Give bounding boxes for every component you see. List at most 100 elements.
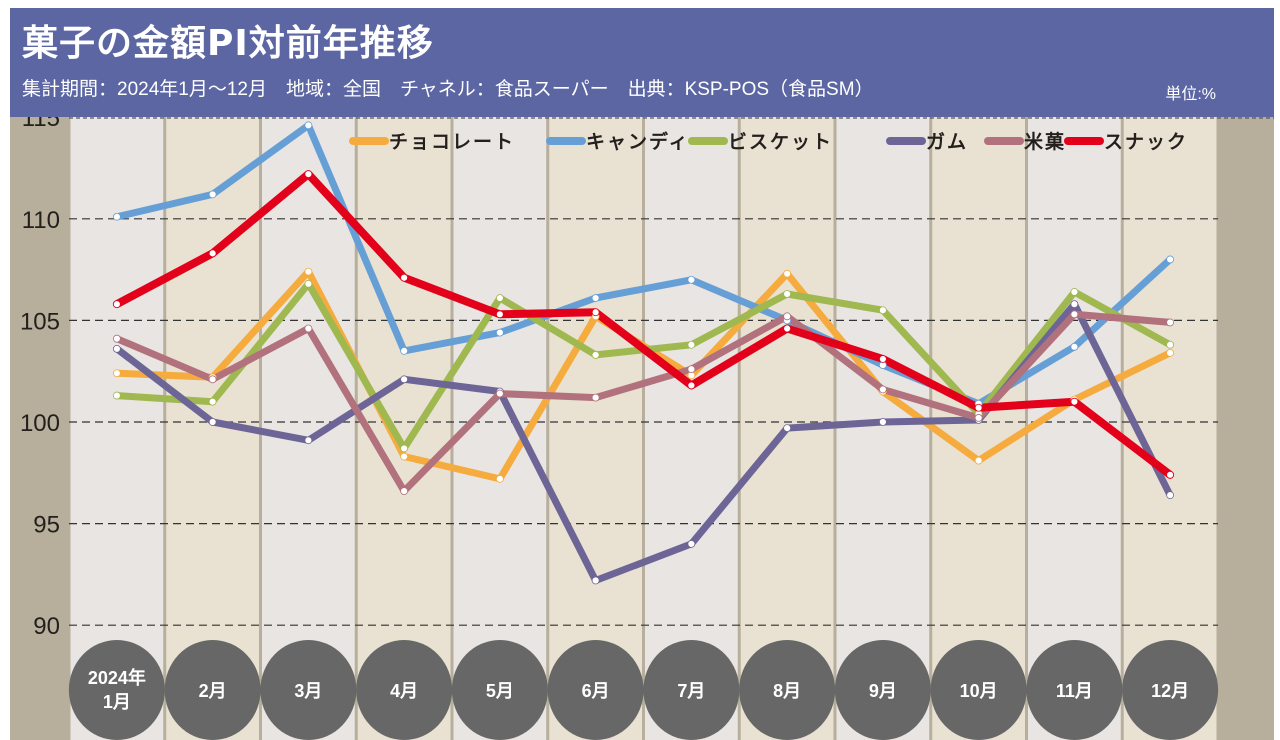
month-label: 7月: [677, 681, 705, 701]
data-point: [591, 308, 600, 317]
data-point: [1166, 255, 1175, 264]
data-point: [591, 576, 600, 585]
series-line: [112, 170, 1175, 479]
month-label: 11月: [1056, 681, 1093, 701]
month-circle: [356, 640, 453, 740]
data-point: [783, 312, 792, 321]
data-point: [495, 389, 504, 398]
data-point: [1070, 300, 1079, 309]
data-point: [1166, 470, 1175, 479]
data-point: [974, 414, 983, 422]
data-point: [400, 375, 409, 384]
data-point: [304, 121, 313, 130]
month-column: [70, 117, 164, 740]
data-point: [495, 294, 504, 302]
month-label: 1月: [103, 692, 131, 712]
gridlines: [69, 117, 1274, 626]
chart-title: 菓子の金額PI対前年推移: [22, 23, 434, 64]
y-tick-label: 90: [33, 613, 60, 640]
data-point: [304, 436, 313, 445]
month-label: 12月: [1151, 681, 1189, 701]
data-point: [1070, 397, 1079, 406]
month-column: [932, 117, 1025, 740]
month-circle: [260, 640, 357, 740]
month-label: 6月: [582, 681, 610, 701]
series-points: [112, 121, 1175, 585]
data-point: [208, 397, 217, 406]
data-point: [112, 391, 121, 400]
month-label: 8月: [773, 681, 801, 701]
y-tick-label: 95: [33, 512, 60, 539]
chart-subtitle: 集計期間：2024年1月～12月 地域：全国 チャネル：食品スーパー 出典：KS…: [22, 79, 874, 100]
data-point: [878, 418, 887, 426]
month-label: 9月: [869, 681, 897, 701]
data-point: [304, 267, 313, 276]
data-point: [208, 249, 217, 258]
data-point: [591, 351, 600, 359]
data-point: [1070, 342, 1079, 351]
data-point: [400, 452, 409, 461]
month-columns: [70, 117, 1217, 740]
data-point: [1070, 288, 1079, 296]
data-point: [112, 369, 121, 378]
legend-label: ビスケット: [728, 131, 833, 153]
month-label: 2月: [199, 681, 227, 701]
month-column: [645, 117, 738, 740]
data-point: [591, 294, 600, 302]
month-circle: [164, 640, 261, 740]
month-circle: [1122, 640, 1219, 740]
data-point: [1166, 340, 1175, 349]
data-point: [974, 456, 983, 465]
unit-label: 単位:%: [1165, 86, 1216, 103]
data-point: [400, 487, 409, 495]
data-point: [495, 328, 504, 337]
series-line: [113, 310, 1174, 495]
month-circle: [739, 640, 836, 740]
data-point: [974, 403, 983, 412]
data-point: [687, 540, 696, 548]
month-labels: 2024年 1月 2月 3月 4月 5月 6月 7月 8月 9月 10月 11月 12月: [68, 640, 1219, 740]
data-point: [304, 170, 313, 178]
data-point: [783, 290, 792, 298]
data-point: [112, 212, 121, 221]
month-label: 3月: [294, 681, 322, 701]
month-circle: [547, 640, 644, 740]
data-point: [687, 340, 696, 349]
data-point: [400, 346, 409, 355]
legend-label: スナック: [1104, 131, 1188, 153]
data-point: [304, 324, 313, 333]
data-point: [112, 300, 121, 309]
data-point: [687, 275, 696, 284]
data-point: [591, 393, 600, 402]
month-column: [262, 117, 355, 740]
data-point: [112, 344, 121, 353]
month-column: [357, 117, 451, 740]
series-lines: [112, 121, 1175, 584]
data-point: [783, 324, 792, 333]
month-column: [836, 117, 930, 740]
legend: チョコレート キャンディ ビスケット ガム 米菓 スナック: [349, 130, 1188, 153]
month-circle: [1026, 640, 1123, 740]
legend-label: キャンディ: [586, 130, 690, 153]
month-circle: [643, 640, 740, 740]
y-tick-label: 100: [20, 410, 60, 437]
data-point: [1166, 349, 1175, 357]
data-point: [878, 355, 887, 363]
data-point: [687, 365, 696, 374]
legend-label: チョコレート: [389, 131, 515, 153]
month-circle: [68, 640, 165, 740]
data-point: [1166, 318, 1175, 327]
data-point: [1070, 310, 1079, 319]
data-point: [112, 334, 121, 343]
data-point: [208, 190, 217, 199]
month-circle: [834, 640, 931, 740]
data-point: [304, 279, 313, 288]
data-point: [495, 310, 504, 319]
month-label: 4月: [390, 681, 418, 701]
data-point: [878, 385, 887, 394]
y-tick-label: 110: [22, 207, 60, 234]
data-point: [1166, 491, 1175, 500]
month-circle: [930, 640, 1027, 740]
